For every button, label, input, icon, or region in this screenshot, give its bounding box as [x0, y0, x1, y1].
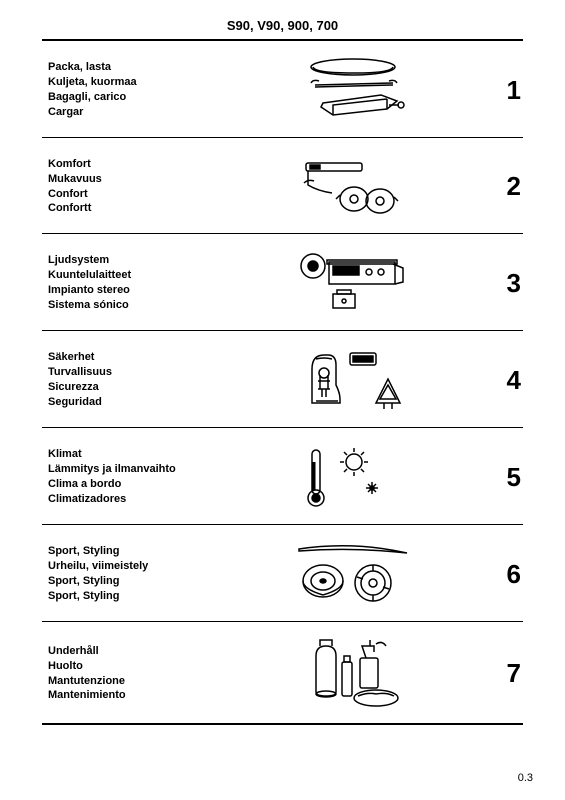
page-number: 0.3	[518, 772, 533, 784]
label-text: Mukavuus	[48, 172, 222, 187]
label-text: Sistema sónico	[48, 298, 222, 313]
section-labels: Underhåll Huolto Mantutenzione Mantenimi…	[42, 644, 222, 703]
section-number: 6	[483, 559, 523, 590]
label-text: Confortt	[48, 201, 222, 216]
section-labels: Säkerhet Turvallisuus Sicurezza Segurida…	[42, 350, 222, 409]
label-text: Underhåll	[48, 644, 222, 659]
label-text: Clima a bordo	[48, 477, 222, 492]
label-text: Huolto	[48, 659, 222, 674]
label-text: Bagagli, carico	[48, 90, 222, 105]
label-text: Sport, Styling	[48, 589, 222, 604]
label-text: Sport, Styling	[48, 544, 222, 559]
comfort-icon	[222, 157, 483, 217]
label-text: Urheilu, viimeistely	[48, 559, 222, 574]
section-labels: Packa, lasta Kuljeta, kuormaa Bagagli, c…	[42, 60, 222, 119]
label-text: Sport, Styling	[48, 574, 222, 589]
label-text: Säkerhet	[48, 350, 222, 365]
section-number: 3	[483, 268, 523, 299]
section-number: 4	[483, 365, 523, 396]
toc-section-5: Klimat Lämmitys ja ilmanvaihto Clima a b…	[42, 428, 523, 525]
toc-section-1: Packa, lasta Kuljeta, kuormaa Bagagli, c…	[42, 41, 523, 138]
section-labels: Komfort Mukavuus Confort Confortt	[42, 157, 222, 216]
page-title: S90, V90, 900, 700	[42, 18, 523, 41]
climate-icon	[222, 442, 483, 512]
label-text: Klimat	[48, 447, 222, 462]
section-number: 5	[483, 462, 523, 493]
section-number: 2	[483, 171, 523, 202]
label-text: Cargar	[48, 105, 222, 120]
audio-icon	[222, 248, 483, 318]
section-labels: Ljudsystem Kuuntelulaitteet Impianto ste…	[42, 253, 222, 312]
section-number: 1	[483, 75, 523, 106]
label-text: Impianto stereo	[48, 283, 222, 298]
toc-section-3: Ljudsystem Kuuntelulaitteet Impianto ste…	[42, 234, 523, 331]
label-text: Packa, lasta	[48, 60, 222, 75]
label-text: Ljudsystem	[48, 253, 222, 268]
label-text: Lämmitys ja ilmanvaihto	[48, 462, 222, 477]
label-text: Sicurezza	[48, 380, 222, 395]
toc-section-4: Säkerhet Turvallisuus Sicurezza Segurida…	[42, 331, 523, 428]
section-labels: Klimat Lämmitys ja ilmanvaihto Clima a b…	[42, 447, 222, 506]
label-text: Confort	[48, 187, 222, 202]
label-text: Turvallisuus	[48, 365, 222, 380]
safety-icon	[222, 345, 483, 415]
page-content: S90, V90, 900, 700 Packa, lasta Kuljeta,…	[0, 0, 565, 725]
label-text: Climatizadores	[48, 492, 222, 507]
luggage-icon	[222, 55, 483, 125]
label-text: Komfort	[48, 157, 222, 172]
section-labels: Sport, Styling Urheilu, viimeistely Spor…	[42, 544, 222, 603]
maintenance-icon	[222, 636, 483, 711]
label-text: Kuuntelulaitteet	[48, 268, 222, 283]
toc-section-2: Komfort Mukavuus Confort Confortt 2	[42, 138, 523, 234]
toc-section-7: Underhåll Huolto Mantutenzione Mantenimi…	[42, 622, 523, 725]
label-text: Mantutenzione	[48, 674, 222, 689]
styling-icon	[222, 539, 483, 609]
label-text: Mantenimiento	[48, 688, 222, 703]
label-text: Kuljeta, kuormaa	[48, 75, 222, 90]
label-text: Seguridad	[48, 395, 222, 410]
toc-section-6: Sport, Styling Urheilu, viimeistely Spor…	[42, 525, 523, 622]
section-number: 7	[483, 658, 523, 689]
